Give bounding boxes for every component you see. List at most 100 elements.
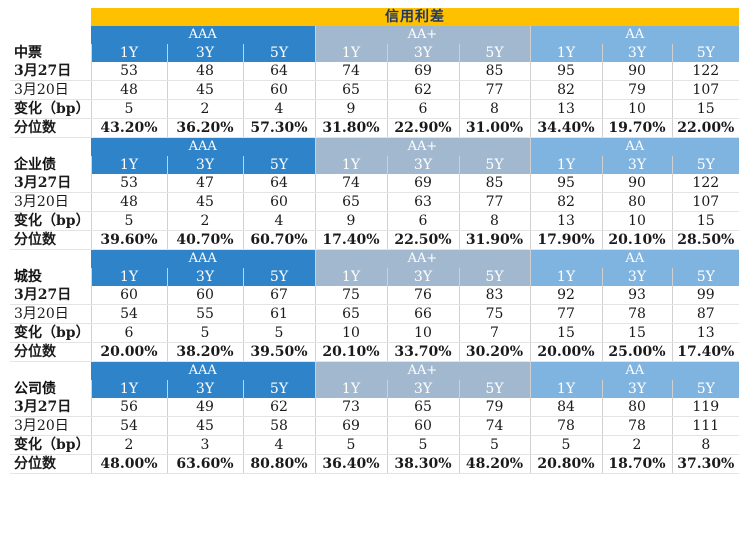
- row-label: 分位数: [10, 454, 92, 474]
- table-row: 3月20日 48 45 60 65 63 77 82 80 107: [10, 192, 740, 212]
- spread-value-cell: 54: [91, 416, 168, 436]
- tenor-header-row: 公司债 1Y 3Y 5Y 1Y 3Y 5Y 1Y 3Y 5Y: [10, 380, 740, 398]
- table-row: 3月20日 54 45 58 69 60 74 78 78 111: [10, 416, 740, 436]
- rating-grade-header: AA+: [315, 137, 531, 156]
- spread-value-cell: 6: [91, 323, 168, 343]
- spread-value-cell: 2: [91, 435, 168, 455]
- row-label: 3月20日: [10, 416, 92, 436]
- spread-value-cell: 2: [167, 99, 244, 119]
- spread-value-cell: 55: [167, 304, 244, 324]
- spread-value-cell: 10: [602, 99, 673, 119]
- spread-value-cell: 4: [243, 99, 316, 119]
- spread-value-cell: 48: [167, 62, 244, 81]
- spread-value-cell: 107: [672, 192, 740, 212]
- tenor-header-row: 企业债 1Y 3Y 5Y 1Y 3Y 5Y 1Y 3Y 5Y: [10, 156, 740, 174]
- spread-value-cell: 85: [459, 62, 531, 81]
- spread-value-cell: 77: [459, 192, 531, 212]
- spread-value-cell: 45: [167, 192, 244, 212]
- spread-value-cell: 73: [315, 398, 388, 417]
- spread-value-cell: 57.30%: [243, 118, 316, 138]
- spread-value-cell: 107: [672, 80, 740, 100]
- spread-value-cell: 15: [672, 211, 740, 231]
- spread-value-cell: 67: [243, 286, 316, 305]
- spread-value-cell: 10: [387, 323, 460, 343]
- spread-value-cell: 20.00%: [530, 342, 603, 362]
- spread-value-cell: 74: [459, 416, 531, 436]
- spread-value-cell: 122: [672, 62, 740, 81]
- tenor-header: 5Y: [672, 156, 740, 174]
- spread-value-cell: 60: [167, 286, 244, 305]
- spread-value-cell: 9: [315, 99, 388, 119]
- table-row: 3月27日 53 48 64 74 69 85 95 90 122: [10, 62, 740, 81]
- spread-value-cell: 92: [530, 286, 603, 305]
- spread-value-cell: 77: [530, 304, 603, 324]
- spread-value-cell: 5: [530, 435, 603, 455]
- spread-value-cell: 60: [243, 80, 316, 100]
- spread-value-cell: 5: [243, 323, 316, 343]
- spread-value-cell: 39.60%: [91, 230, 168, 250]
- spread-value-cell: 64: [243, 174, 316, 193]
- spread-value-cell: 63: [387, 192, 460, 212]
- tenor-header: 1Y: [530, 44, 603, 62]
- spread-value-cell: 60.70%: [243, 230, 316, 250]
- spread-value-cell: 65: [315, 304, 388, 324]
- spread-value-cell: 17.40%: [315, 230, 388, 250]
- tenor-header: 1Y: [530, 268, 603, 286]
- spread-value-cell: 53: [91, 62, 168, 81]
- tenor-header: 1Y: [91, 156, 168, 174]
- spread-value-cell: 37.30%: [672, 454, 740, 474]
- spread-value-cell: 13: [530, 211, 603, 231]
- spread-value-cell: 64: [243, 62, 316, 81]
- spread-value-cell: 5: [459, 435, 531, 455]
- spread-value-cell: 30.20%: [459, 342, 531, 362]
- tenor-header: 1Y: [91, 380, 168, 398]
- spread-value-cell: 18.70%: [602, 454, 673, 474]
- spread-value-cell: 13: [672, 323, 740, 343]
- spread-value-cell: 65: [315, 80, 388, 100]
- tenor-header: 1Y: [315, 44, 388, 62]
- spread-value-cell: 75: [315, 286, 388, 305]
- row-label: 3月27日: [10, 62, 92, 81]
- table-row: 3月20日 48 45 60 65 62 77 82 79 107: [10, 80, 740, 100]
- grade-header-row: AAA AA+ AA: [10, 137, 740, 156]
- row-label: 变化（bp）: [10, 435, 92, 455]
- spread-value-cell: 76: [387, 286, 460, 305]
- tenor-header: 5Y: [243, 44, 316, 62]
- spread-value-cell: 39.50%: [243, 342, 316, 362]
- spread-value-cell: 36.40%: [315, 454, 388, 474]
- spread-value-cell: 62: [243, 398, 316, 417]
- tenor-header: 3Y: [602, 380, 673, 398]
- spread-value-cell: 69: [387, 174, 460, 193]
- tenor-header: 3Y: [602, 156, 673, 174]
- tenor-header: 5Y: [243, 156, 316, 174]
- spread-value-cell: 45: [167, 416, 244, 436]
- spread-value-cell: 43.20%: [91, 118, 168, 138]
- spread-value-cell: 60: [243, 192, 316, 212]
- spread-value-cell: 56: [91, 398, 168, 417]
- grade-header-row: AAA AA+ AA: [10, 249, 740, 268]
- spread-value-cell: 49: [167, 398, 244, 417]
- tenor-header: 5Y: [459, 380, 531, 398]
- rating-grade-header: AAA: [91, 26, 316, 44]
- spread-value-cell: 119: [672, 398, 740, 417]
- table-title: 信用利差: [91, 8, 740, 26]
- rating-grade-header: AAA: [91, 137, 316, 156]
- spread-value-cell: 82: [530, 192, 603, 212]
- spread-value-cell: 90: [602, 174, 673, 193]
- spread-value-cell: 79: [602, 80, 673, 100]
- spread-value-cell: 77: [459, 80, 531, 100]
- grade-row-blank-cell: [10, 361, 91, 380]
- row-label: 分位数: [10, 230, 92, 250]
- spread-value-cell: 38.20%: [167, 342, 244, 362]
- spread-value-cell: 60: [91, 286, 168, 305]
- spread-value-cell: 47: [167, 174, 244, 193]
- tenor-header: 5Y: [672, 44, 740, 62]
- spread-value-cell: 93: [602, 286, 673, 305]
- spread-value-cell: 80.80%: [243, 454, 316, 474]
- rating-grade-header: AA+: [315, 361, 531, 380]
- spread-value-cell: 36.20%: [167, 118, 244, 138]
- spread-value-cell: 99: [672, 286, 740, 305]
- spread-value-cell: 8: [459, 99, 531, 119]
- tenor-header: 3Y: [602, 268, 673, 286]
- rating-grade-header: AAA: [91, 361, 316, 380]
